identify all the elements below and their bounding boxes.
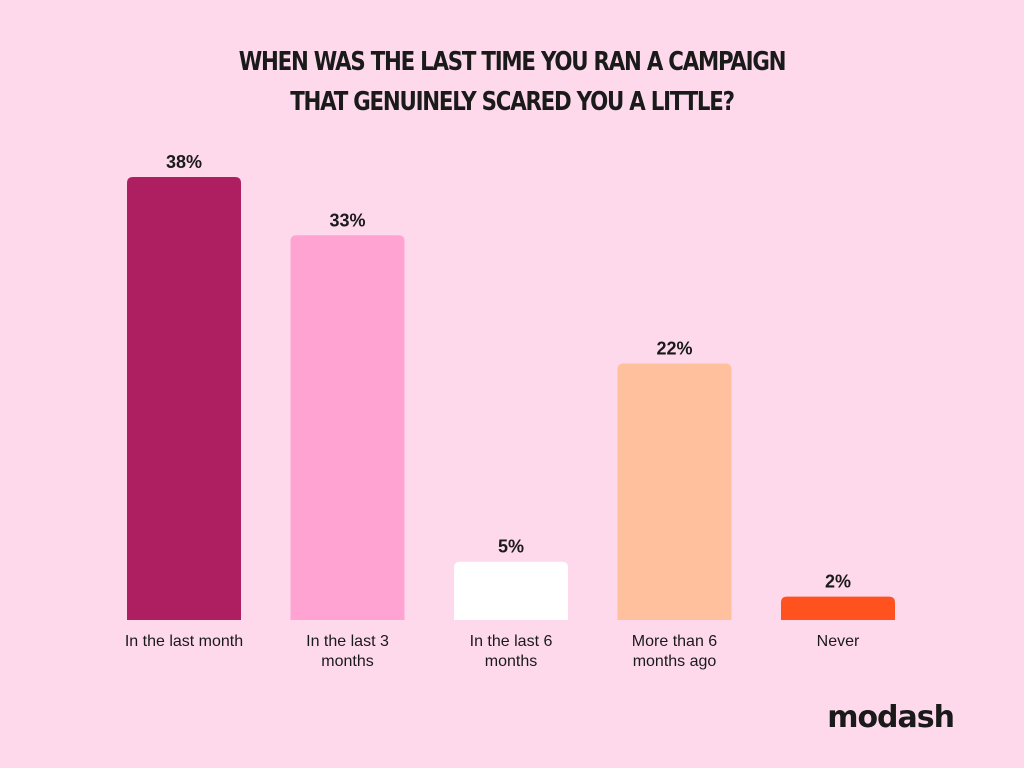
chart-title-line-2: THAT GENUINELY SCARED YOU A LITTLE?: [290, 87, 735, 117]
bar-3: [454, 561, 568, 620]
category-label-5: Never: [817, 633, 860, 650]
bar-2: [290, 235, 405, 620]
category-label-2-line-2: months: [321, 653, 373, 670]
value-label-3: 5%: [498, 537, 524, 557]
category-label-3-line-2: months: [485, 653, 537, 670]
category-label-3-line-1: In the last 6: [470, 633, 553, 650]
modash-logo: modash: [827, 700, 955, 735]
value-label-4: 22%: [656, 339, 692, 359]
bar-5: [781, 596, 895, 620]
bar-4: [617, 363, 732, 620]
value-label-5: 2%: [825, 572, 851, 592]
category-label-4-line-1: More than 6: [632, 633, 717, 650]
chart-title: WHEN WAS THE LAST TIME YOU RAN A CAMPAIG…: [92, 42, 932, 122]
value-label-2: 33%: [329, 210, 365, 230]
category-label-4-line-2: months ago: [633, 653, 717, 670]
value-label-1: 38%: [166, 152, 202, 172]
bar-1: [127, 177, 241, 620]
bar-chart: 38% In the last month 33% In the last 3 mont…: [125, 152, 895, 670]
chart-title-line-1: WHEN WAS THE LAST TIME YOU RAN A CAMPAIG…: [238, 47, 787, 77]
category-label-1: In the last month: [125, 633, 243, 650]
category-label-2-line-1: In the last 3: [306, 633, 389, 650]
